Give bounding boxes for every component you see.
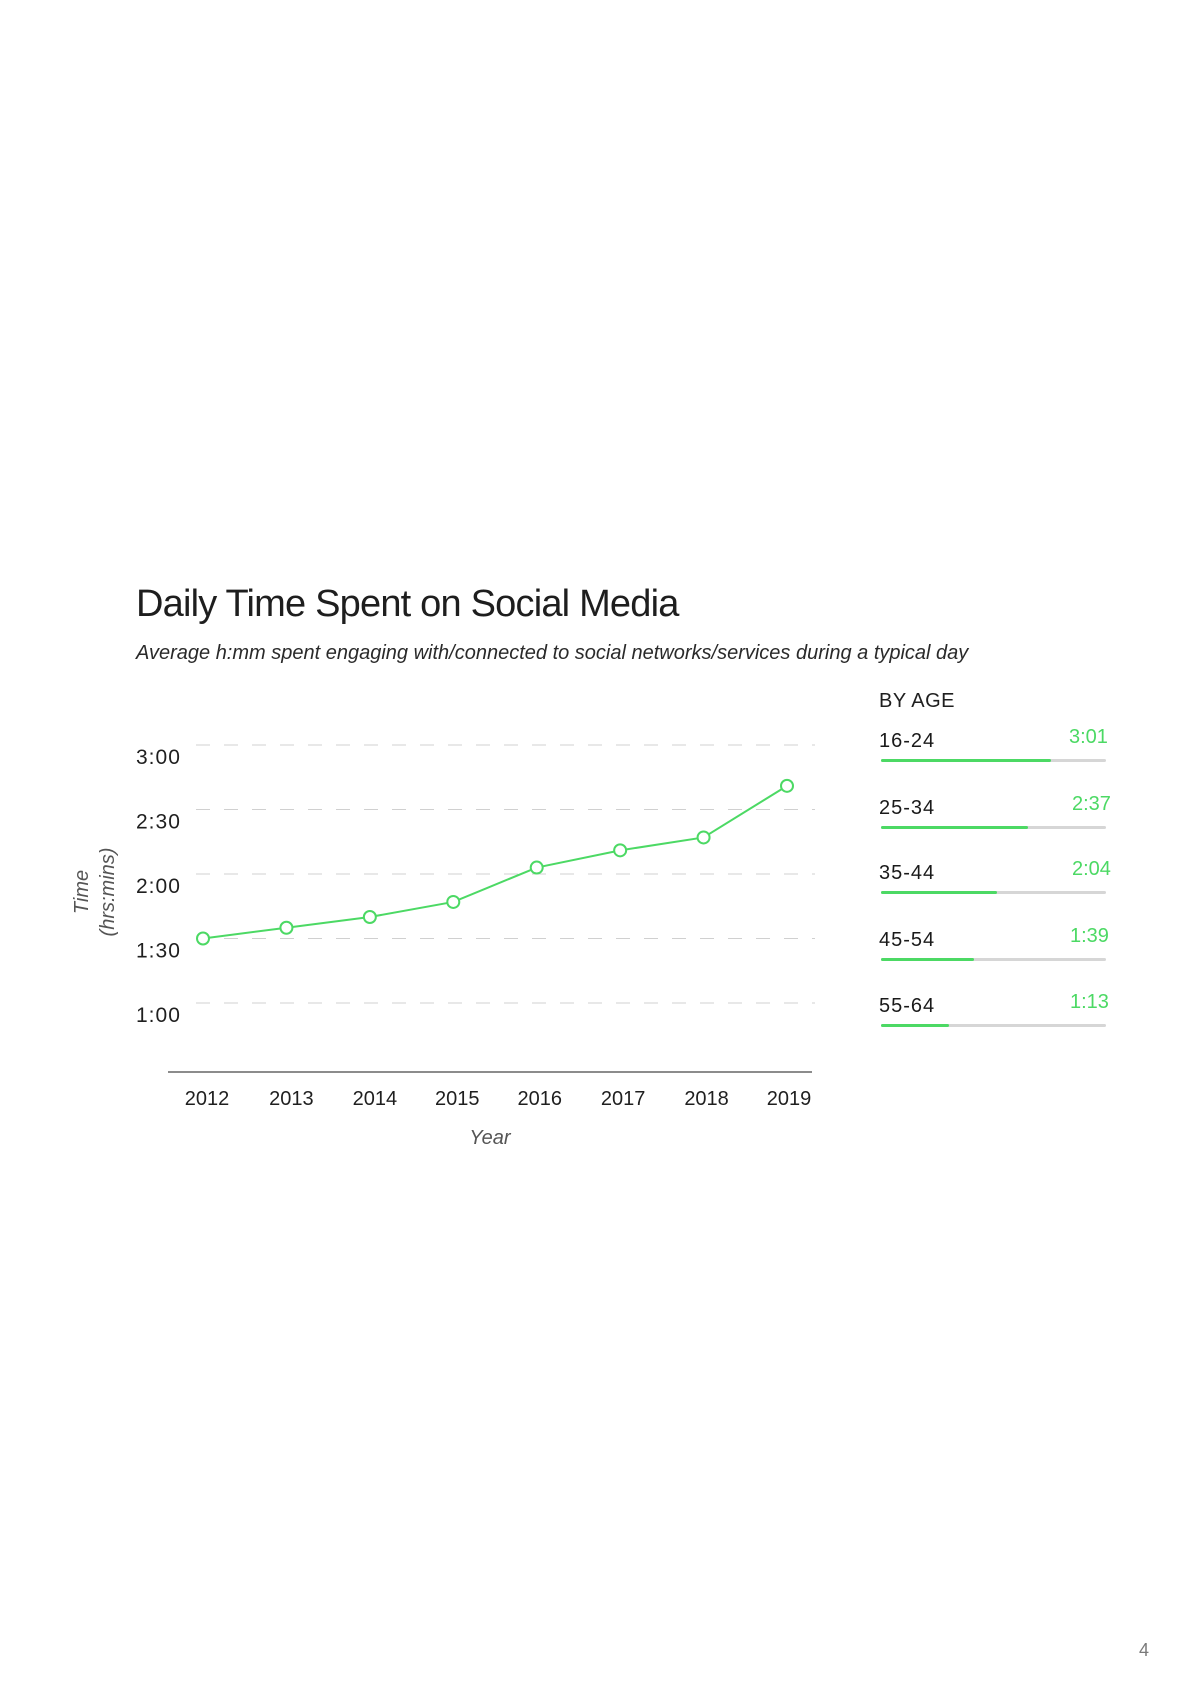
- age-value: 2:04: [1072, 858, 1111, 880]
- data-point: [780, 778, 794, 793]
- age-bar-fill: [881, 826, 1029, 829]
- age-row: 25-34 2:37: [879, 793, 1119, 847]
- data-point: [362, 910, 377, 924]
- age-value: 3:01: [1069, 726, 1108, 748]
- age-label: 45-54: [879, 929, 936, 951]
- y-tick-label: 3:00: [136, 746, 181, 769]
- age-bar-fill: [881, 1024, 950, 1027]
- age-label: 16-24: [879, 730, 936, 752]
- age-bar-track: [881, 891, 1106, 894]
- y-axis-label-line2: (hrs:mins): [97, 848, 119, 937]
- data-point: [279, 920, 294, 935]
- y-tick-label: 2:30: [136, 811, 181, 834]
- age-value: 1:39: [1070, 925, 1109, 947]
- age-bar-track: [881, 1024, 1106, 1027]
- age-row: 35-44 2:04: [879, 858, 1119, 912]
- age-label: 55-64: [879, 995, 936, 1017]
- x-tick-label: 2016: [517, 1088, 562, 1110]
- page-number: 4: [1139, 1640, 1150, 1660]
- y-axis-label-line1: Time: [71, 870, 93, 914]
- x-axis-label: Year: [469, 1127, 511, 1149]
- age-bar-track: [881, 759, 1106, 762]
- x-tick-label: 2015: [435, 1088, 480, 1110]
- age-bar-fill: [881, 891, 998, 894]
- age-row: 45-54 1:39: [879, 925, 1119, 979]
- age-label: 25-34: [879, 797, 936, 819]
- x-tick-label: 2019: [767, 1088, 812, 1110]
- line-chart: 1:001:302:002:303:00 2012 2013 2014 2015 201…: [71, 744, 815, 1149]
- y-tick-label: 1:00: [136, 1004, 181, 1027]
- grid-lines: [196, 744, 815, 1004]
- x-tick-label: 2014: [353, 1088, 398, 1110]
- age-panel-heading: BY AGE: [879, 690, 956, 712]
- data-point: [196, 931, 210, 946]
- series-line: [202, 784, 788, 940]
- data-point: [446, 894, 461, 909]
- x-tick-label: 2013: [269, 1088, 314, 1110]
- chart-title: Daily Time Spent on Social Media: [136, 583, 679, 625]
- age-row: 55-64 1:13: [879, 991, 1119, 1045]
- data-point: [613, 843, 628, 858]
- x-tick-label: 2018: [684, 1088, 729, 1110]
- age-bar-fill: [881, 759, 1051, 762]
- y-tick-label: 1:30: [136, 940, 181, 963]
- data-point: [529, 860, 544, 875]
- x-tick-labels: 2012 2013 2014 2015 2016 2017 2018 2019: [185, 1088, 812, 1110]
- age-row: 16-24 3:01: [879, 726, 1119, 780]
- chart-subtitle: Average h:mm spent engaging with/connect…: [136, 642, 969, 664]
- age-value: 1:13: [1070, 991, 1109, 1013]
- data-point: [696, 830, 711, 845]
- age-label: 35-44: [879, 862, 936, 884]
- x-tick-label: 2017: [601, 1088, 646, 1110]
- y-tick-label: 2:00: [136, 875, 181, 898]
- age-value: 2:37: [1072, 793, 1111, 815]
- age-bar-track: [881, 958, 1106, 961]
- age-bar-fill: [881, 958, 974, 961]
- age-bar-track: [881, 826, 1106, 829]
- x-tick-label: 2012: [185, 1088, 230, 1110]
- data-points: [196, 778, 794, 946]
- y-tick-labels: 1:00 1:30 2:00 2:30 3:00: [136, 746, 181, 1027]
